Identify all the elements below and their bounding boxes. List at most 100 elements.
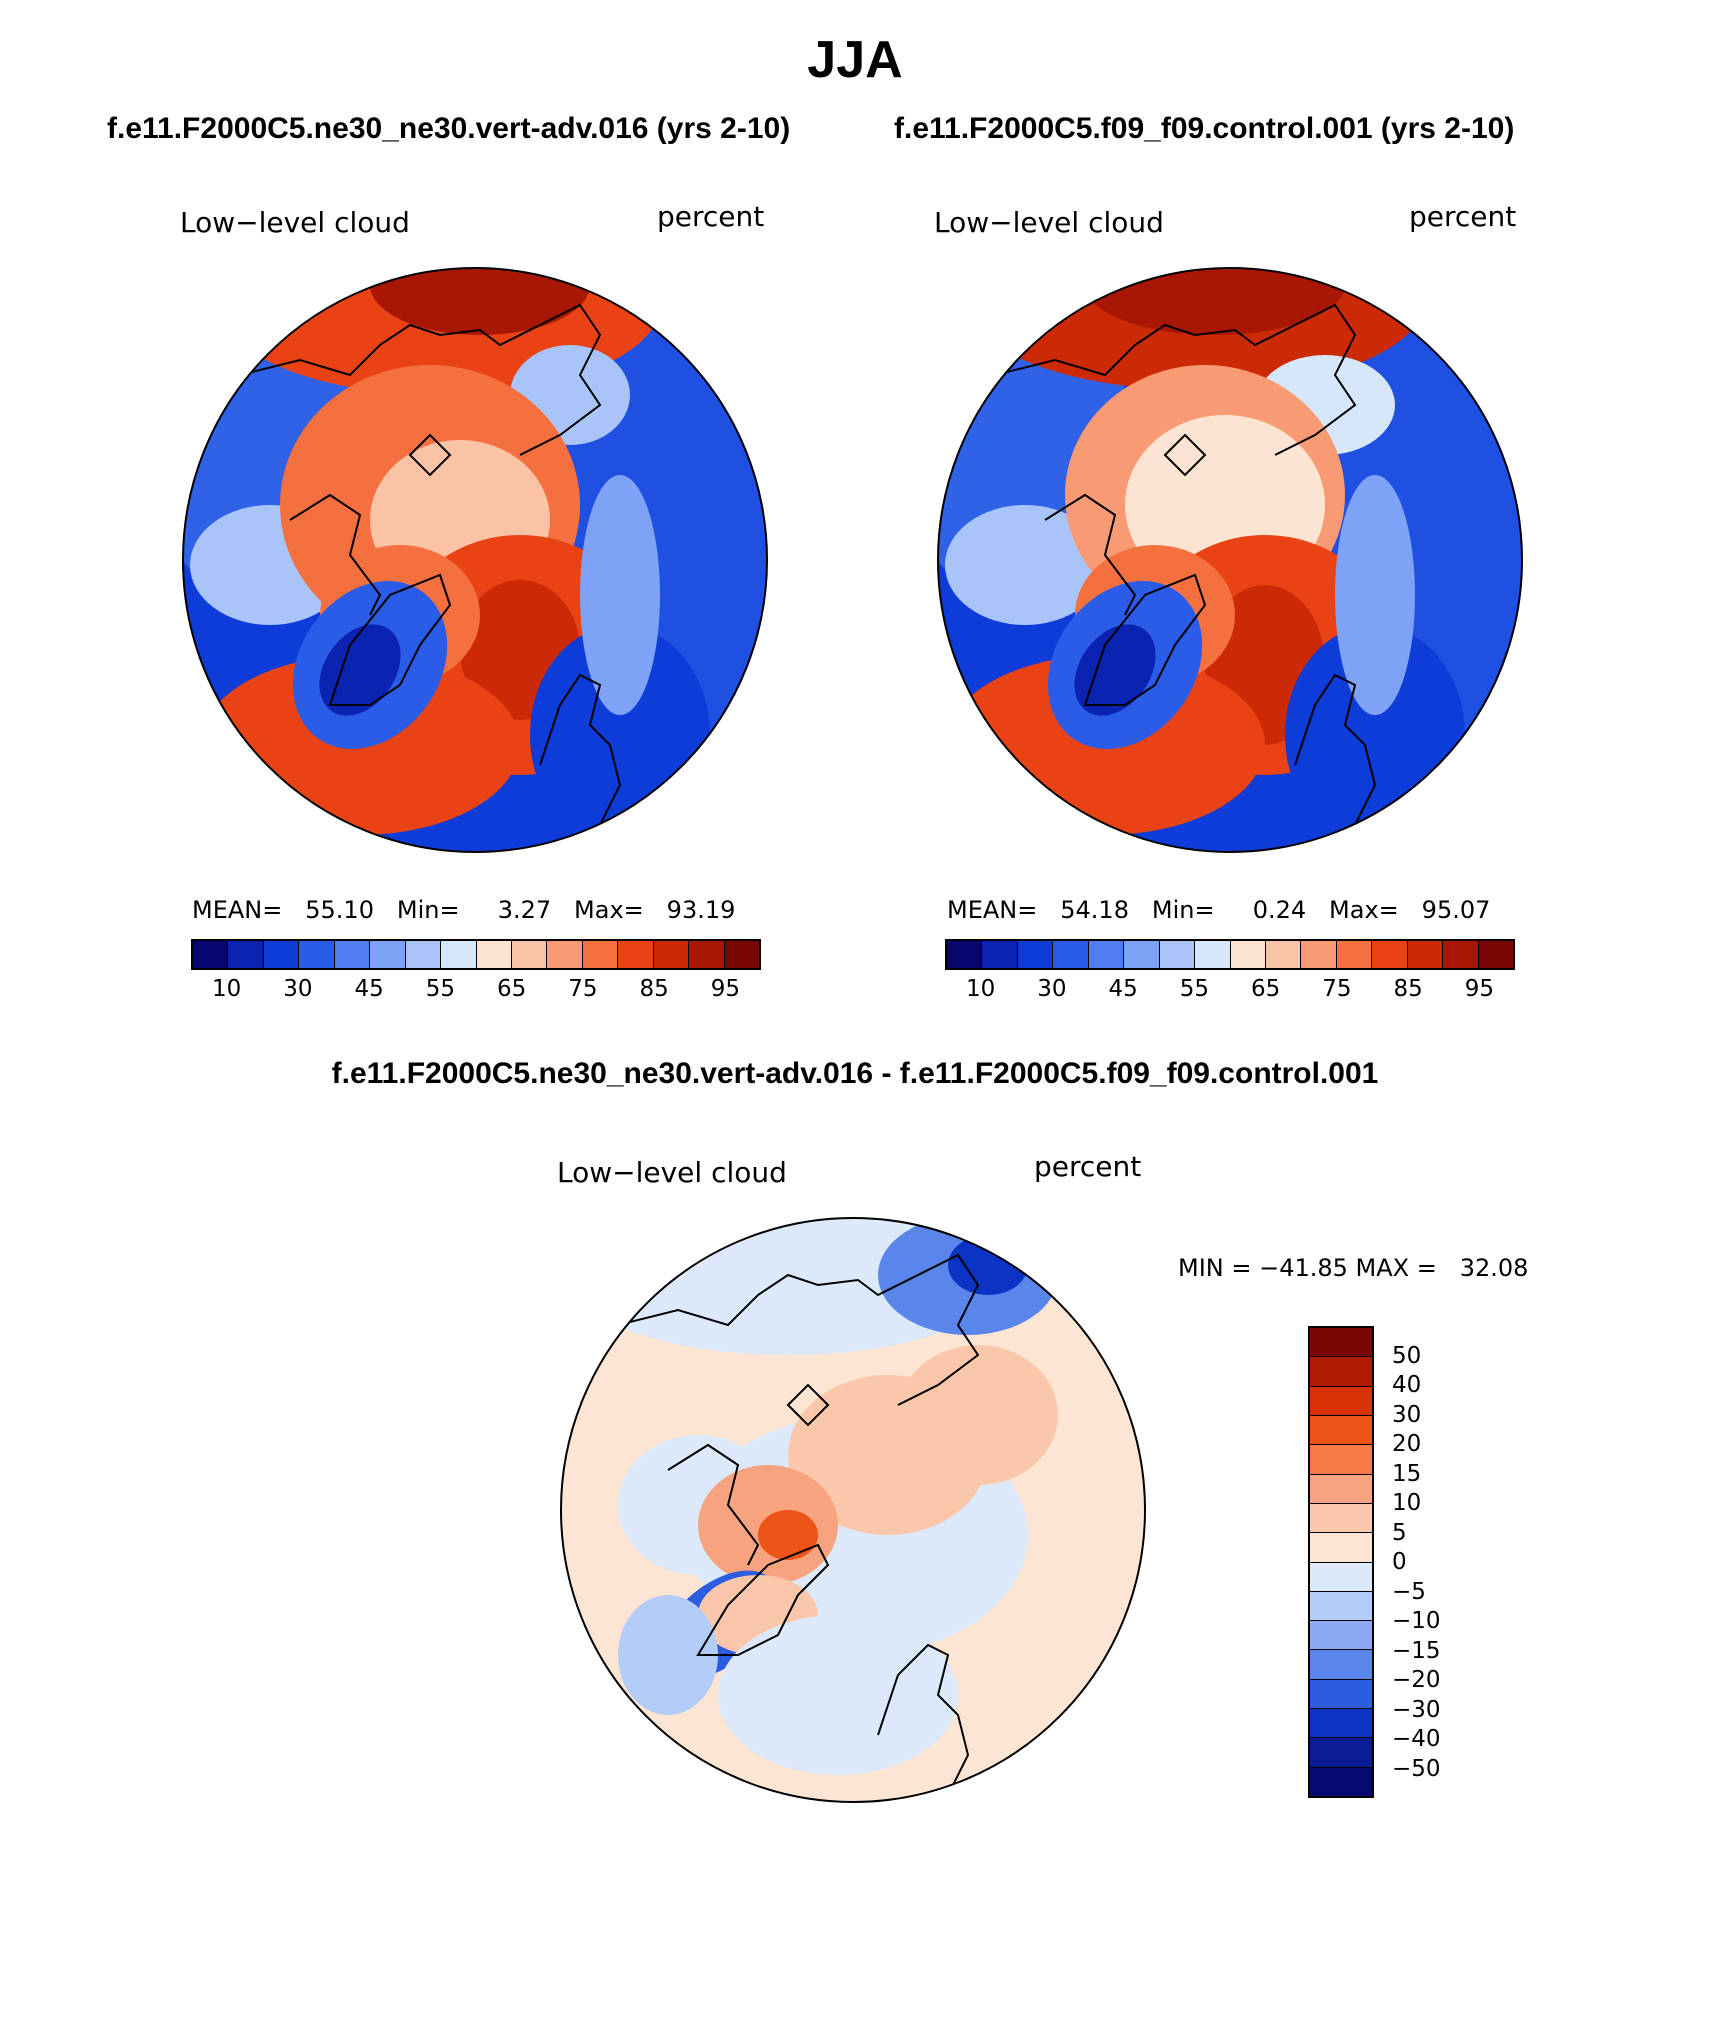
left-colorbar-ticks: 10 30 45 55 65 75 85 95 — [191, 976, 761, 1006]
colorbar-tick-label: −10 — [1392, 1608, 1441, 1634]
colorbar-tick-label: 0 — [1392, 1549, 1407, 1575]
left-case-title: f.e11.F2000C5.ne30_ne30.vert-adv.016 (yr… — [107, 112, 791, 145]
colorbar-swatch — [1310, 1415, 1372, 1446]
right-case-title: f.e11.F2000C5.f09_f09.control.001 (yrs 2… — [894, 112, 1515, 145]
colorbar-swatch — [1310, 1445, 1372, 1475]
colorbar-tick-label: 30 — [1037, 976, 1067, 1002]
right-stats: MEAN= 54.18 Min= 0.24 Max= 95.07 — [947, 896, 1491, 924]
colorbar-tick-label: 15 — [1392, 1460, 1422, 1487]
colorbar-tick-label: 10 — [965, 976, 996, 1002]
colorbar-tick-label: 20 — [1392, 1431, 1422, 1457]
colorbar-swatch — [1301, 941, 1337, 968]
colorbar-tick-label: 65 — [496, 976, 527, 1002]
difference-min-max: MIN = −41.85 MAX = 32.08 — [1178, 1254, 1529, 1282]
colorbar-tick-label: 85 — [1393, 976, 1423, 1002]
colorbar-swatch — [1310, 1474, 1372, 1504]
colorbar-swatch — [1310, 1357, 1372, 1387]
colorbar-tick-label: 30 — [283, 976, 313, 1002]
colorbar-swatch — [1053, 941, 1089, 968]
difference-variable-label: Low−level cloud — [557, 1156, 787, 1189]
main-title: JJA — [807, 31, 903, 89]
colorbar-swatch — [405, 941, 442, 968]
colorbar-swatch — [1310, 1767, 1372, 1796]
colorbar-swatch — [370, 941, 406, 968]
difference-colorbar — [1308, 1326, 1374, 1798]
colorbar-tick-label: 10 — [1392, 1490, 1422, 1516]
colorbar-tick-label: 95 — [710, 976, 741, 1002]
colorbar-swatch — [618, 941, 654, 968]
colorbar-tick-label: 55 — [1179, 976, 1210, 1002]
colorbar-swatch — [1124, 941, 1160, 968]
left-stats: MEAN= 55.10 Min= 3.27 Max= 93.19 — [192, 896, 736, 924]
colorbar-tick-label: −50 — [1392, 1755, 1441, 1782]
colorbar-swatch — [1310, 1503, 1372, 1534]
colorbar-swatch — [689, 941, 725, 968]
colorbar-tick-label: 45 — [354, 976, 384, 1002]
colorbar-swatch — [1310, 1738, 1372, 1768]
colorbar-swatch — [263, 941, 300, 968]
colorbar-swatch — [1310, 1621, 1372, 1651]
colorbar-swatch — [1310, 1533, 1372, 1563]
colorbar-swatch — [1478, 941, 1513, 968]
colorbar-swatch — [299, 941, 335, 968]
difference-units-label: percent — [1034, 1150, 1142, 1183]
left-variable-label: Low−level cloud — [180, 206, 410, 239]
right-variable-label: Low−level cloud — [934, 206, 1164, 239]
difference-polar-map — [560, 1217, 1146, 1803]
colorbar-tick-label: 10 — [211, 976, 242, 1002]
right-colorbar — [945, 939, 1515, 970]
colorbar-swatch — [724, 941, 759, 968]
colorbar-swatch — [1230, 941, 1266, 968]
left-colorbar — [191, 939, 761, 970]
colorbar-tick-label: 75 — [568, 976, 598, 1002]
colorbar-swatch — [947, 941, 983, 968]
colorbar-tick-label: −30 — [1392, 1696, 1441, 1723]
colorbar-swatch — [1443, 941, 1479, 968]
colorbar-swatch — [1310, 1328, 1372, 1358]
colorbar-swatch — [982, 941, 1018, 968]
difference-colorbar-ticks: 50 40 30 20 15 10 5 0 −5 −10 −15 −20 −30 −40 −50 — [1392, 1326, 1472, 1798]
colorbar-swatch — [1195, 941, 1231, 968]
colorbar-swatch — [582, 941, 619, 968]
colorbar-swatch — [334, 941, 371, 968]
colorbar-swatch — [441, 941, 477, 968]
colorbar-tick-label: 55 — [425, 976, 456, 1002]
colorbar-swatch — [193, 941, 229, 968]
colorbar-tick-label: 30 — [1392, 1401, 1422, 1428]
colorbar-tick-label: 50 — [1392, 1342, 1422, 1369]
colorbar-tick-label: 75 — [1322, 976, 1352, 1002]
difference-title: f.e11.F2000C5.ne30_ne30.vert-adv.016 - f… — [331, 1057, 1379, 1090]
left-units-label: percent — [657, 200, 765, 233]
colorbar-swatch — [1265, 941, 1302, 968]
colorbar-swatch — [228, 941, 264, 968]
colorbar-swatch — [1017, 941, 1054, 968]
colorbar-tick-label: 85 — [639, 976, 669, 1002]
colorbar-swatch — [1372, 941, 1408, 968]
colorbar-tick-label: 95 — [1464, 976, 1495, 1002]
right-colorbar-ticks: 10 30 45 55 65 75 85 95 — [945, 976, 1515, 1006]
right-units-label: percent — [1409, 200, 1517, 233]
colorbar-tick-label: 65 — [1250, 976, 1281, 1002]
colorbar-tick-label: −20 — [1392, 1667, 1441, 1693]
colorbar-swatch — [653, 941, 690, 968]
colorbar-tick-label: −15 — [1392, 1637, 1441, 1664]
colorbar-swatch — [1310, 1709, 1372, 1739]
colorbar-tick-label: 5 — [1392, 1519, 1407, 1546]
colorbar-tick-label: 45 — [1108, 976, 1138, 1002]
colorbar-tick-label: −40 — [1392, 1726, 1441, 1752]
colorbar-swatch — [1159, 941, 1196, 968]
colorbar-swatch — [476, 941, 512, 968]
colorbar-swatch — [547, 941, 583, 968]
right-polar-map — [937, 267, 1523, 853]
colorbar-swatch — [1310, 1650, 1372, 1680]
colorbar-tick-label: 40 — [1392, 1372, 1422, 1398]
colorbar-swatch — [1310, 1386, 1372, 1416]
colorbar-swatch — [1407, 941, 1444, 968]
colorbar-swatch — [1310, 1679, 1372, 1710]
colorbar-swatch — [1310, 1591, 1372, 1622]
colorbar-swatch — [1336, 941, 1373, 968]
colorbar-tick-label: −5 — [1392, 1578, 1426, 1605]
left-polar-map — [182, 267, 768, 853]
colorbar-swatch — [1088, 941, 1125, 968]
colorbar-swatch — [511, 941, 548, 968]
